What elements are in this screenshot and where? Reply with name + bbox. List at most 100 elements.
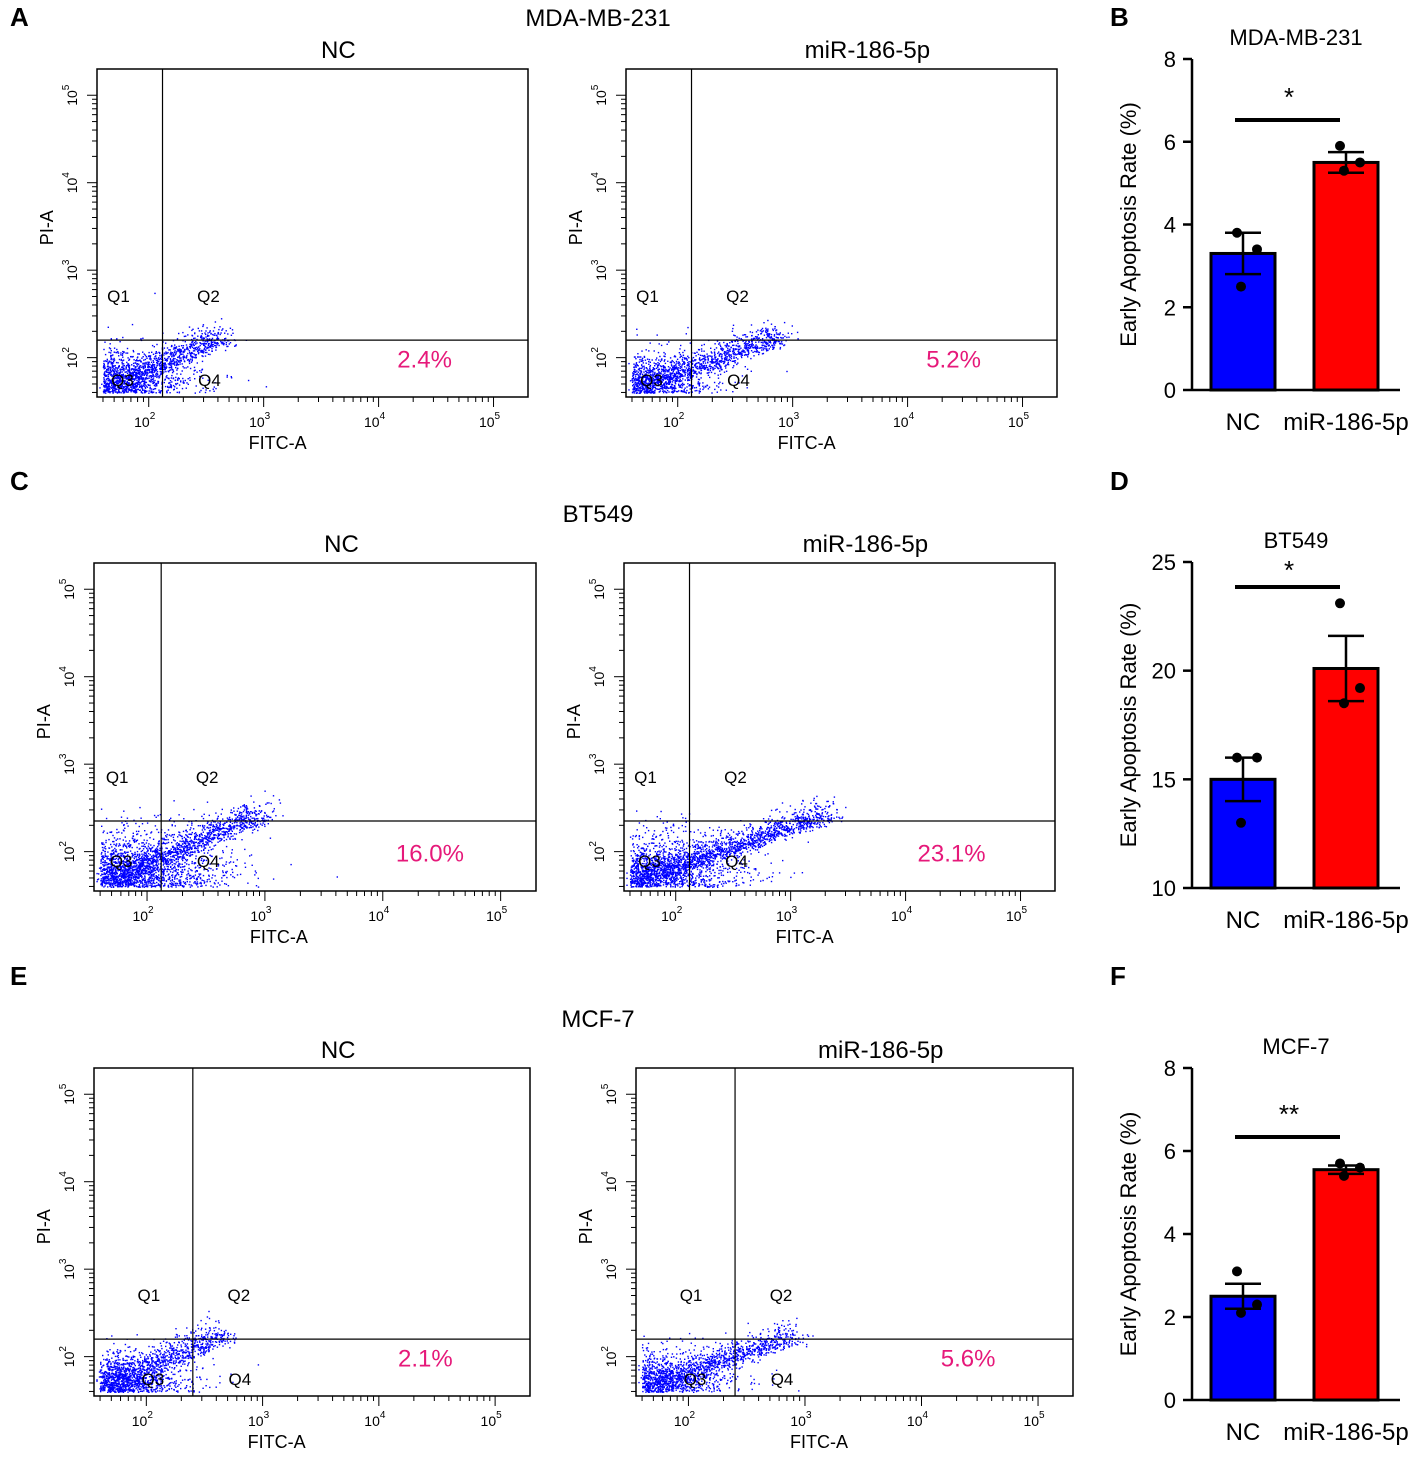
event-dot [114,365,116,367]
event-dot [648,369,650,371]
event-dot [210,341,213,343]
event-dot [193,876,195,878]
event-dot [116,351,118,354]
event-dot [214,342,216,344]
event-dot [649,369,652,371]
event-dot [155,351,157,353]
event-dot [165,353,167,355]
event-dot [132,866,134,868]
event-dot [156,373,159,375]
event-dot [112,834,114,837]
event-dot [118,852,120,855]
y-tick-base: 10 [64,90,80,106]
event-dot [110,362,113,364]
event-dot [127,377,129,380]
event-dot [631,378,634,380]
event-dot [700,377,702,379]
event-dot [148,384,150,386]
event-dot [140,381,143,383]
event-dot [220,332,222,334]
event-dot [108,378,110,380]
event-dot [686,359,688,361]
event-dot [663,355,665,357]
event-dot [109,373,111,375]
event-dot [644,373,646,376]
event-dot [174,869,177,871]
event-dot [177,377,180,379]
event-dot [146,822,149,824]
event-dot [796,331,799,334]
event-dot [273,808,275,810]
event-dot [171,874,174,876]
event-dot [165,859,167,861]
event-dot [119,861,121,864]
event-dot [138,379,140,381]
event-dot [121,375,124,378]
event-dot [734,362,736,364]
event-dot [661,390,664,392]
event-dot [136,369,138,372]
event-dot [647,390,649,392]
event-dot [163,870,165,873]
event-dot [658,359,660,361]
event-dot [127,389,130,391]
x-axis-ticks [102,397,495,407]
event-dot [653,382,656,385]
event-dot [158,364,160,366]
event-dot [199,877,202,879]
event-dot [158,842,160,845]
event-dot [103,380,106,382]
event-dot [145,869,147,871]
event-dot [131,871,133,873]
event-dot [662,391,665,394]
event-dot [181,846,183,848]
event-dot [104,353,107,356]
event-dot [656,381,658,383]
event-dot [235,345,237,347]
event-dot [708,386,711,388]
event-dot [164,357,166,360]
event-dot [107,385,110,388]
event-dot [214,341,216,343]
event-dot [124,380,126,383]
event-dot [217,815,219,818]
event-dot [714,362,716,364]
event-dot [146,371,149,373]
event-dot [187,348,189,350]
event-dot [178,856,180,858]
event-dot [173,361,175,363]
event-dot [141,373,143,375]
event-dot [109,382,111,384]
event-dot [733,350,735,352]
event-dot [157,382,159,384]
event-dot [200,859,202,862]
event-dot [681,368,683,370]
event-dot [128,840,131,842]
event-dot [175,360,177,363]
event-dot [729,342,731,344]
event-dot [216,334,218,337]
event-dot [241,824,243,826]
event-dot [132,378,134,380]
event-dot [643,383,645,385]
event-dot [711,367,714,369]
event-dot [182,350,185,352]
event-dot [146,368,148,371]
event-dot [675,365,677,367]
event-dot [685,391,687,393]
event-dot [259,811,262,814]
event-dot [219,884,221,886]
event-dot [645,382,648,384]
event-dot [154,352,157,355]
event-dot [754,336,757,338]
x-tick-label: 104 [893,411,915,430]
event-dot [643,388,645,390]
event-dot [176,359,178,361]
event-dot [727,363,729,365]
event-dot [174,878,176,880]
event-dot [116,375,118,378]
event-dot [649,383,651,385]
y-tick-label: 0 [1164,378,1176,403]
event-dot [723,341,725,344]
event-dot [104,877,106,879]
